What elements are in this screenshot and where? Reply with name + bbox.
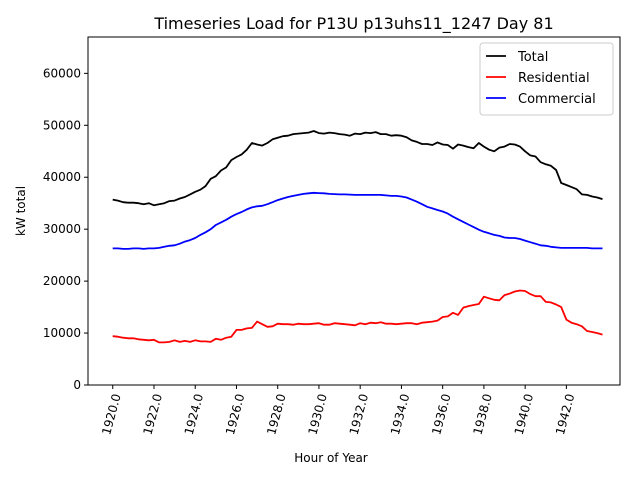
axes-frame — [87, 36, 621, 386]
y-tick-label: 40000 — [43, 170, 81, 184]
x-axis-label: Hour of Year — [294, 451, 368, 465]
y-tick-label: 50000 — [43, 118, 81, 132]
y-tick-label: 30000 — [43, 222, 81, 236]
legend-label-total: Total — [517, 50, 548, 65]
chart-title: Timeseries Load for P13U p13uhs11_1247 D… — [153, 14, 553, 34]
y-tick-label: 20000 — [43, 274, 81, 288]
y-axis-label: kW total — [14, 186, 28, 236]
y-tick-label: 0 — [73, 378, 81, 392]
legend: Total Residential Commercial — [479, 42, 614, 116]
series-line-total — [112, 130, 603, 207]
series-line-residential — [112, 289, 603, 344]
legend-label-residential: Residential — [518, 71, 590, 86]
y-tick-label: 60000 — [43, 66, 81, 80]
legend-box — [479, 42, 614, 116]
series-layer — [112, 130, 603, 344]
series-line-commercial — [112, 191, 603, 250]
y-tick-label: 10000 — [43, 326, 81, 340]
legend-label-commercial: Commercial — [518, 92, 596, 107]
